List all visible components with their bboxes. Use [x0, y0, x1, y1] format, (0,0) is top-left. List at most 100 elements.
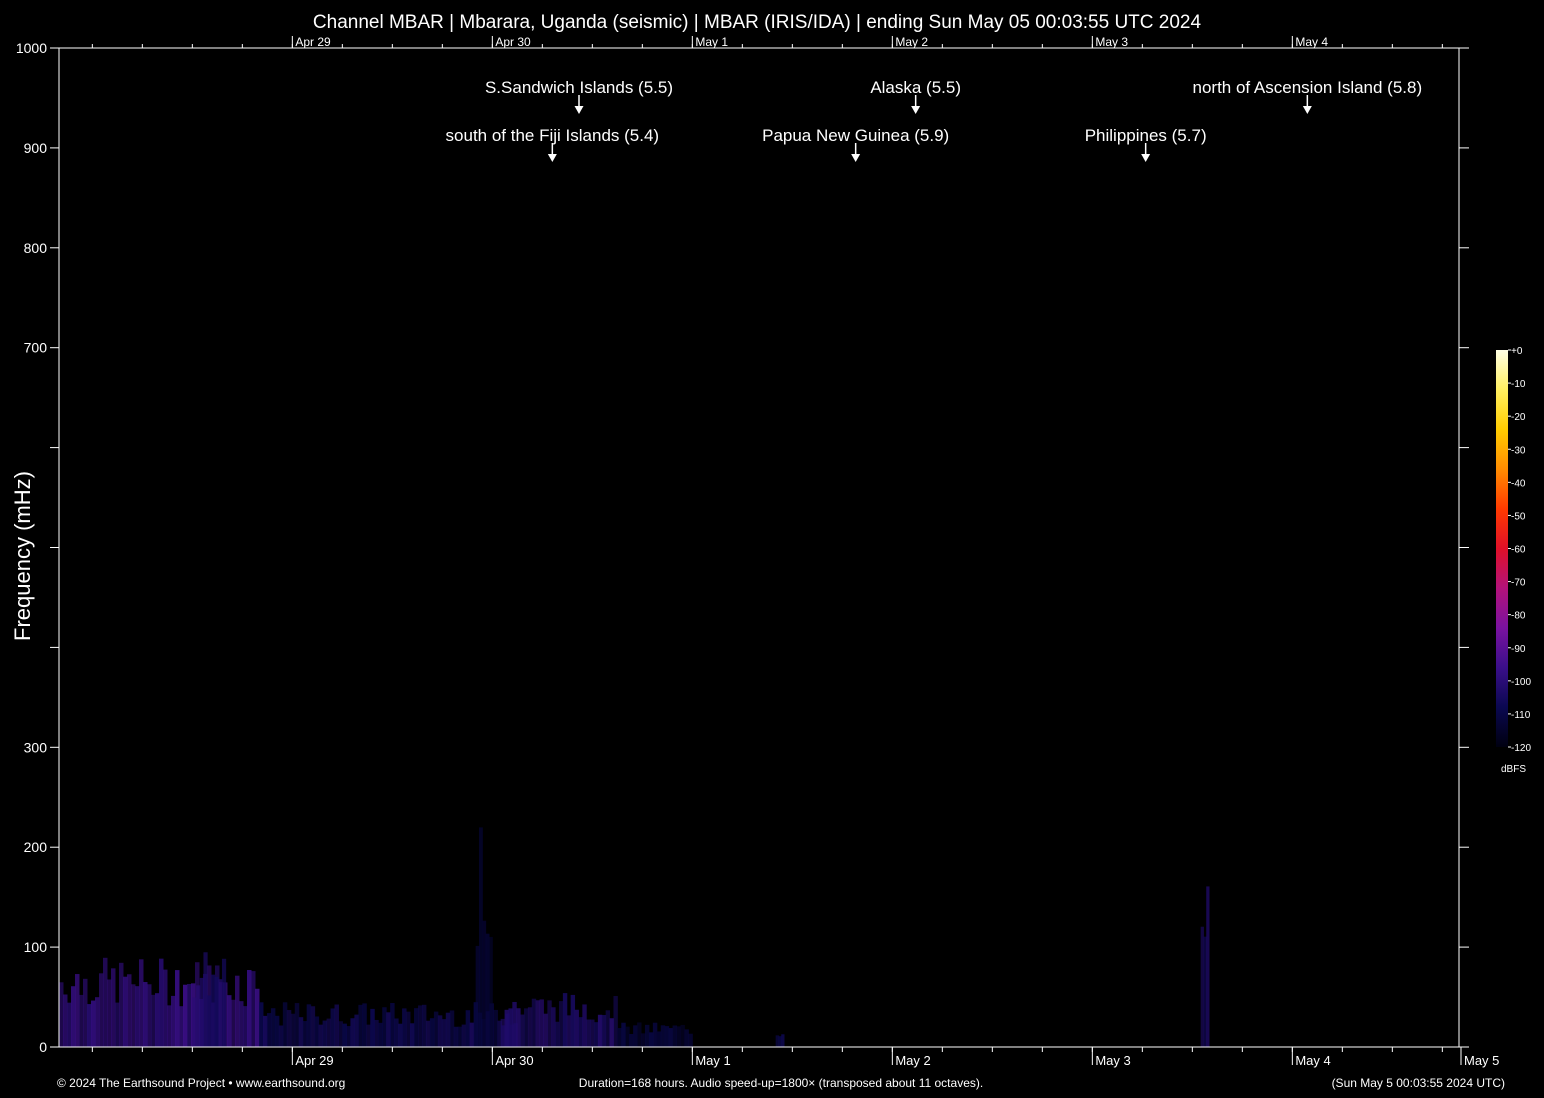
spectral-feature — [231, 999, 236, 1047]
spectral-feature — [512, 1001, 517, 1047]
spectral-feature — [475, 945, 480, 1047]
spectral-feature — [547, 1000, 552, 1047]
x-tick-label-top: May 3 — [1095, 35, 1128, 49]
spectral-feature — [75, 974, 80, 1047]
event-arrow-head — [547, 154, 557, 162]
spectral-feature — [322, 1020, 328, 1047]
spectral-feature — [1200, 926, 1204, 1047]
footer-copyright: © 2024 The Earthsound Project • www.eart… — [57, 1076, 345, 1090]
spectral-feature — [652, 1022, 658, 1047]
spectral-feature — [192, 997, 197, 1047]
spectral-feature — [131, 984, 136, 1047]
spectral-feature — [221, 958, 227, 1047]
spectral-feature — [107, 979, 112, 1047]
spectral-feature — [489, 936, 493, 1047]
spectral-feature — [386, 1012, 391, 1047]
spectral-feature — [179, 1006, 184, 1047]
spectral-feature — [482, 920, 487, 1047]
spectral-feature — [127, 974, 132, 1047]
colorbar: dBFS +0 -10 -20 -30 -40 -50 -60 -70 -80 -90 -100 -1… — [1496, 346, 1531, 775]
spectral-feature — [520, 1014, 525, 1047]
spectral-feature — [374, 1019, 379, 1047]
event-label: S.Sandwich Islands (5.5) — [485, 78, 673, 97]
colorbar-tick-label: -110 — [1511, 710, 1531, 721]
colorbar-tick-label: -80 — [1511, 611, 1526, 622]
spectral-feature — [676, 1026, 681, 1047]
spectral-feature — [551, 1007, 556, 1047]
x-tick-label-top: May 2 — [895, 35, 928, 49]
spectral-feature — [318, 1024, 324, 1047]
spectral-feature — [294, 1003, 300, 1047]
colorbar-tick-label: -70 — [1511, 578, 1526, 589]
spectral-feature — [516, 1008, 521, 1047]
spectral-feature — [310, 1006, 316, 1047]
y-tick-label: 0 — [39, 1039, 47, 1055]
y-tick-label: 1000 — [16, 40, 47, 56]
spectral-feature — [187, 983, 192, 1047]
spectral-feature — [543, 1013, 548, 1047]
spectral-feature — [668, 1028, 674, 1047]
colorbar-tick-label: +0 — [1511, 346, 1523, 357]
spectral-feature — [338, 1021, 343, 1047]
spectral-feature — [235, 975, 240, 1047]
spectral-feature — [151, 994, 156, 1047]
spectral-feature — [625, 1026, 630, 1047]
event-annotations: S.Sandwich Islands (5.5) Alaska (5.5) nort… — [446, 78, 1422, 162]
spectral-feature — [500, 1018, 506, 1047]
spectral-feature — [99, 973, 104, 1047]
spectral-feature — [59, 982, 64, 1047]
spectral-feature — [1206, 886, 1210, 1047]
spectral-feature — [119, 962, 124, 1047]
event-label: south of the Fiji Islands (5.4) — [446, 126, 660, 145]
spectral-feature — [218, 979, 223, 1047]
spectral-feature — [574, 1009, 579, 1047]
spectral-feature — [286, 1010, 292, 1047]
spectral-feature — [637, 1022, 642, 1047]
spectral-feature — [578, 1017, 583, 1047]
spectral-feature — [330, 1008, 336, 1047]
spectral-feature — [111, 968, 116, 1047]
spectral-feature — [159, 958, 164, 1047]
spectral-feature — [139, 959, 144, 1047]
spectral-feature — [597, 1014, 603, 1047]
y-axis: 0 100 200 300 700 800 900 1000 — [16, 40, 1469, 1055]
spectral-feature — [605, 1010, 611, 1047]
colorbar-tick-label: -100 — [1511, 677, 1531, 688]
event-arrow-head — [851, 154, 861, 162]
spectral-feature — [274, 1015, 280, 1047]
spectral-feature — [582, 1004, 587, 1047]
spectral-feature — [390, 1002, 395, 1047]
y-tick-label: 200 — [24, 839, 48, 855]
x-tick-label-bottom: Apr 30 — [495, 1053, 533, 1068]
spectrogram-heatmap — [59, 827, 1210, 1047]
spectral-feature — [406, 1011, 411, 1047]
y-tick-label: 800 — [24, 240, 48, 256]
y-tick-label: 900 — [24, 140, 48, 156]
footer-timestamp: (Sun May 5 00:03:55 2024 UTC) — [1332, 1076, 1505, 1090]
event-label: Papua New Guinea (5.9) — [762, 126, 949, 145]
spectral-feature — [79, 994, 84, 1047]
colorbar-tick-label: -60 — [1511, 545, 1526, 556]
spectral-feature — [203, 952, 208, 1047]
spectral-feature — [566, 1015, 572, 1047]
spectral-feature — [633, 1025, 638, 1047]
spectral-feature — [586, 1019, 591, 1047]
spectral-feature — [778, 1036, 782, 1047]
spectral-feature — [210, 974, 216, 1047]
colorbar-tick-label: -40 — [1511, 478, 1526, 489]
spectral-feature — [479, 827, 483, 1047]
colorbar-unit-label: dBFS — [1501, 764, 1526, 775]
spectral-feature — [358, 1004, 363, 1047]
spectral-feature — [214, 976, 219, 1047]
spectral-feature — [334, 1004, 339, 1047]
spectral-feature — [601, 1015, 607, 1047]
spectral-feature — [485, 933, 490, 1047]
spectral-feature — [425, 1020, 431, 1047]
x-tick-label-top: Apr 30 — [495, 35, 531, 49]
spectral-feature — [251, 971, 256, 1047]
spectral-feature — [183, 984, 188, 1047]
spectral-feature — [449, 1010, 455, 1047]
spectral-feature — [259, 1002, 264, 1047]
spectral-feature — [243, 1006, 248, 1047]
spectral-feature — [346, 1026, 351, 1047]
